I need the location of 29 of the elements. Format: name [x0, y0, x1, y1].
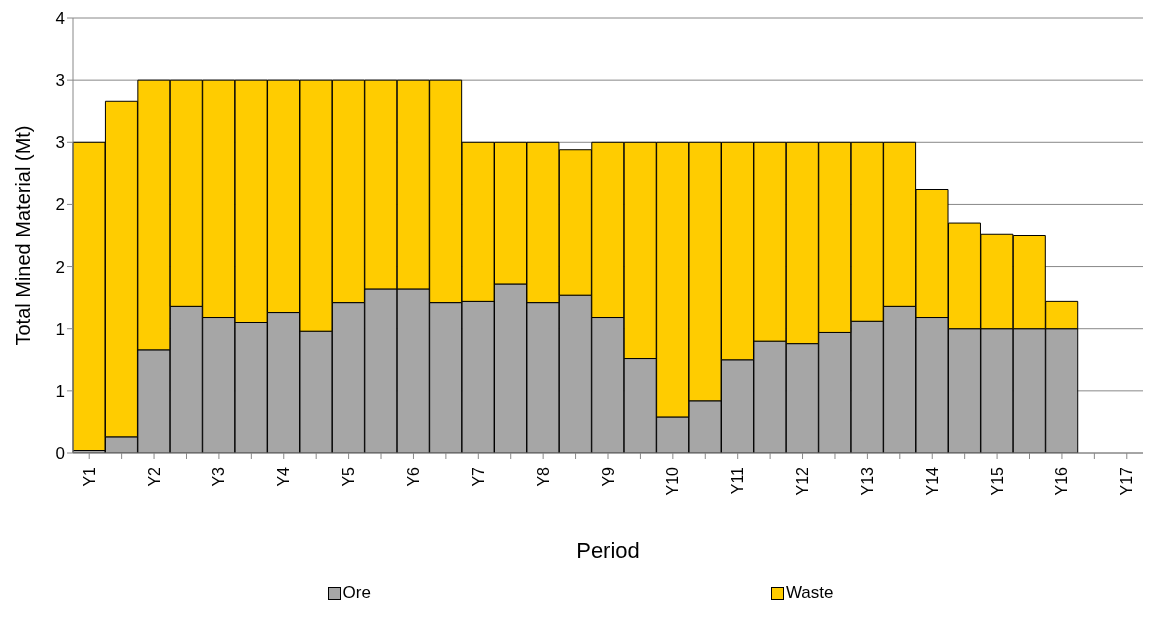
legend-label: Waste: [785, 583, 834, 603]
y-tick-label: 1: [55, 381, 65, 401]
y-tick-label: 2: [55, 257, 65, 277]
x-tick-label: Y15: [988, 466, 1006, 496]
x-tick-label: Y17: [1118, 466, 1136, 496]
y-axis-title: Total Mined Material (Mt): [12, 125, 35, 346]
x-axis-title: Period: [576, 538, 640, 563]
x-tick-label: Y11: [729, 466, 747, 495]
x-tick-label: Y3: [210, 466, 228, 487]
x-tick-label: Y5: [340, 466, 358, 487]
y-tick-label: 1: [55, 319, 65, 339]
x-tick-label: Y4: [275, 466, 293, 487]
x-tick-label: Y14: [923, 466, 941, 496]
y-tick-label: 3: [55, 71, 65, 91]
x-tick-label: Y13: [858, 466, 876, 496]
x-tick-label: Y16: [1053, 466, 1071, 496]
y-tick-label: 0: [55, 444, 65, 464]
y-tick-label: 2: [55, 195, 65, 215]
x-tick-label: Y12: [794, 466, 812, 496]
y-tick-label: 4: [55, 9, 65, 29]
x-tick-label: Y8: [534, 466, 552, 487]
y-tick-label: 3: [55, 133, 65, 153]
x-tick-label: Y7: [469, 466, 487, 487]
x-tick-label: Y6: [404, 466, 422, 487]
x-tick-label: Y10: [664, 466, 682, 496]
x-tick-label: Y2: [145, 466, 163, 487]
legend-label: Ore: [342, 583, 371, 603]
x-tick-label: Y1: [80, 466, 98, 487]
x-tick-label: Y9: [599, 466, 617, 487]
